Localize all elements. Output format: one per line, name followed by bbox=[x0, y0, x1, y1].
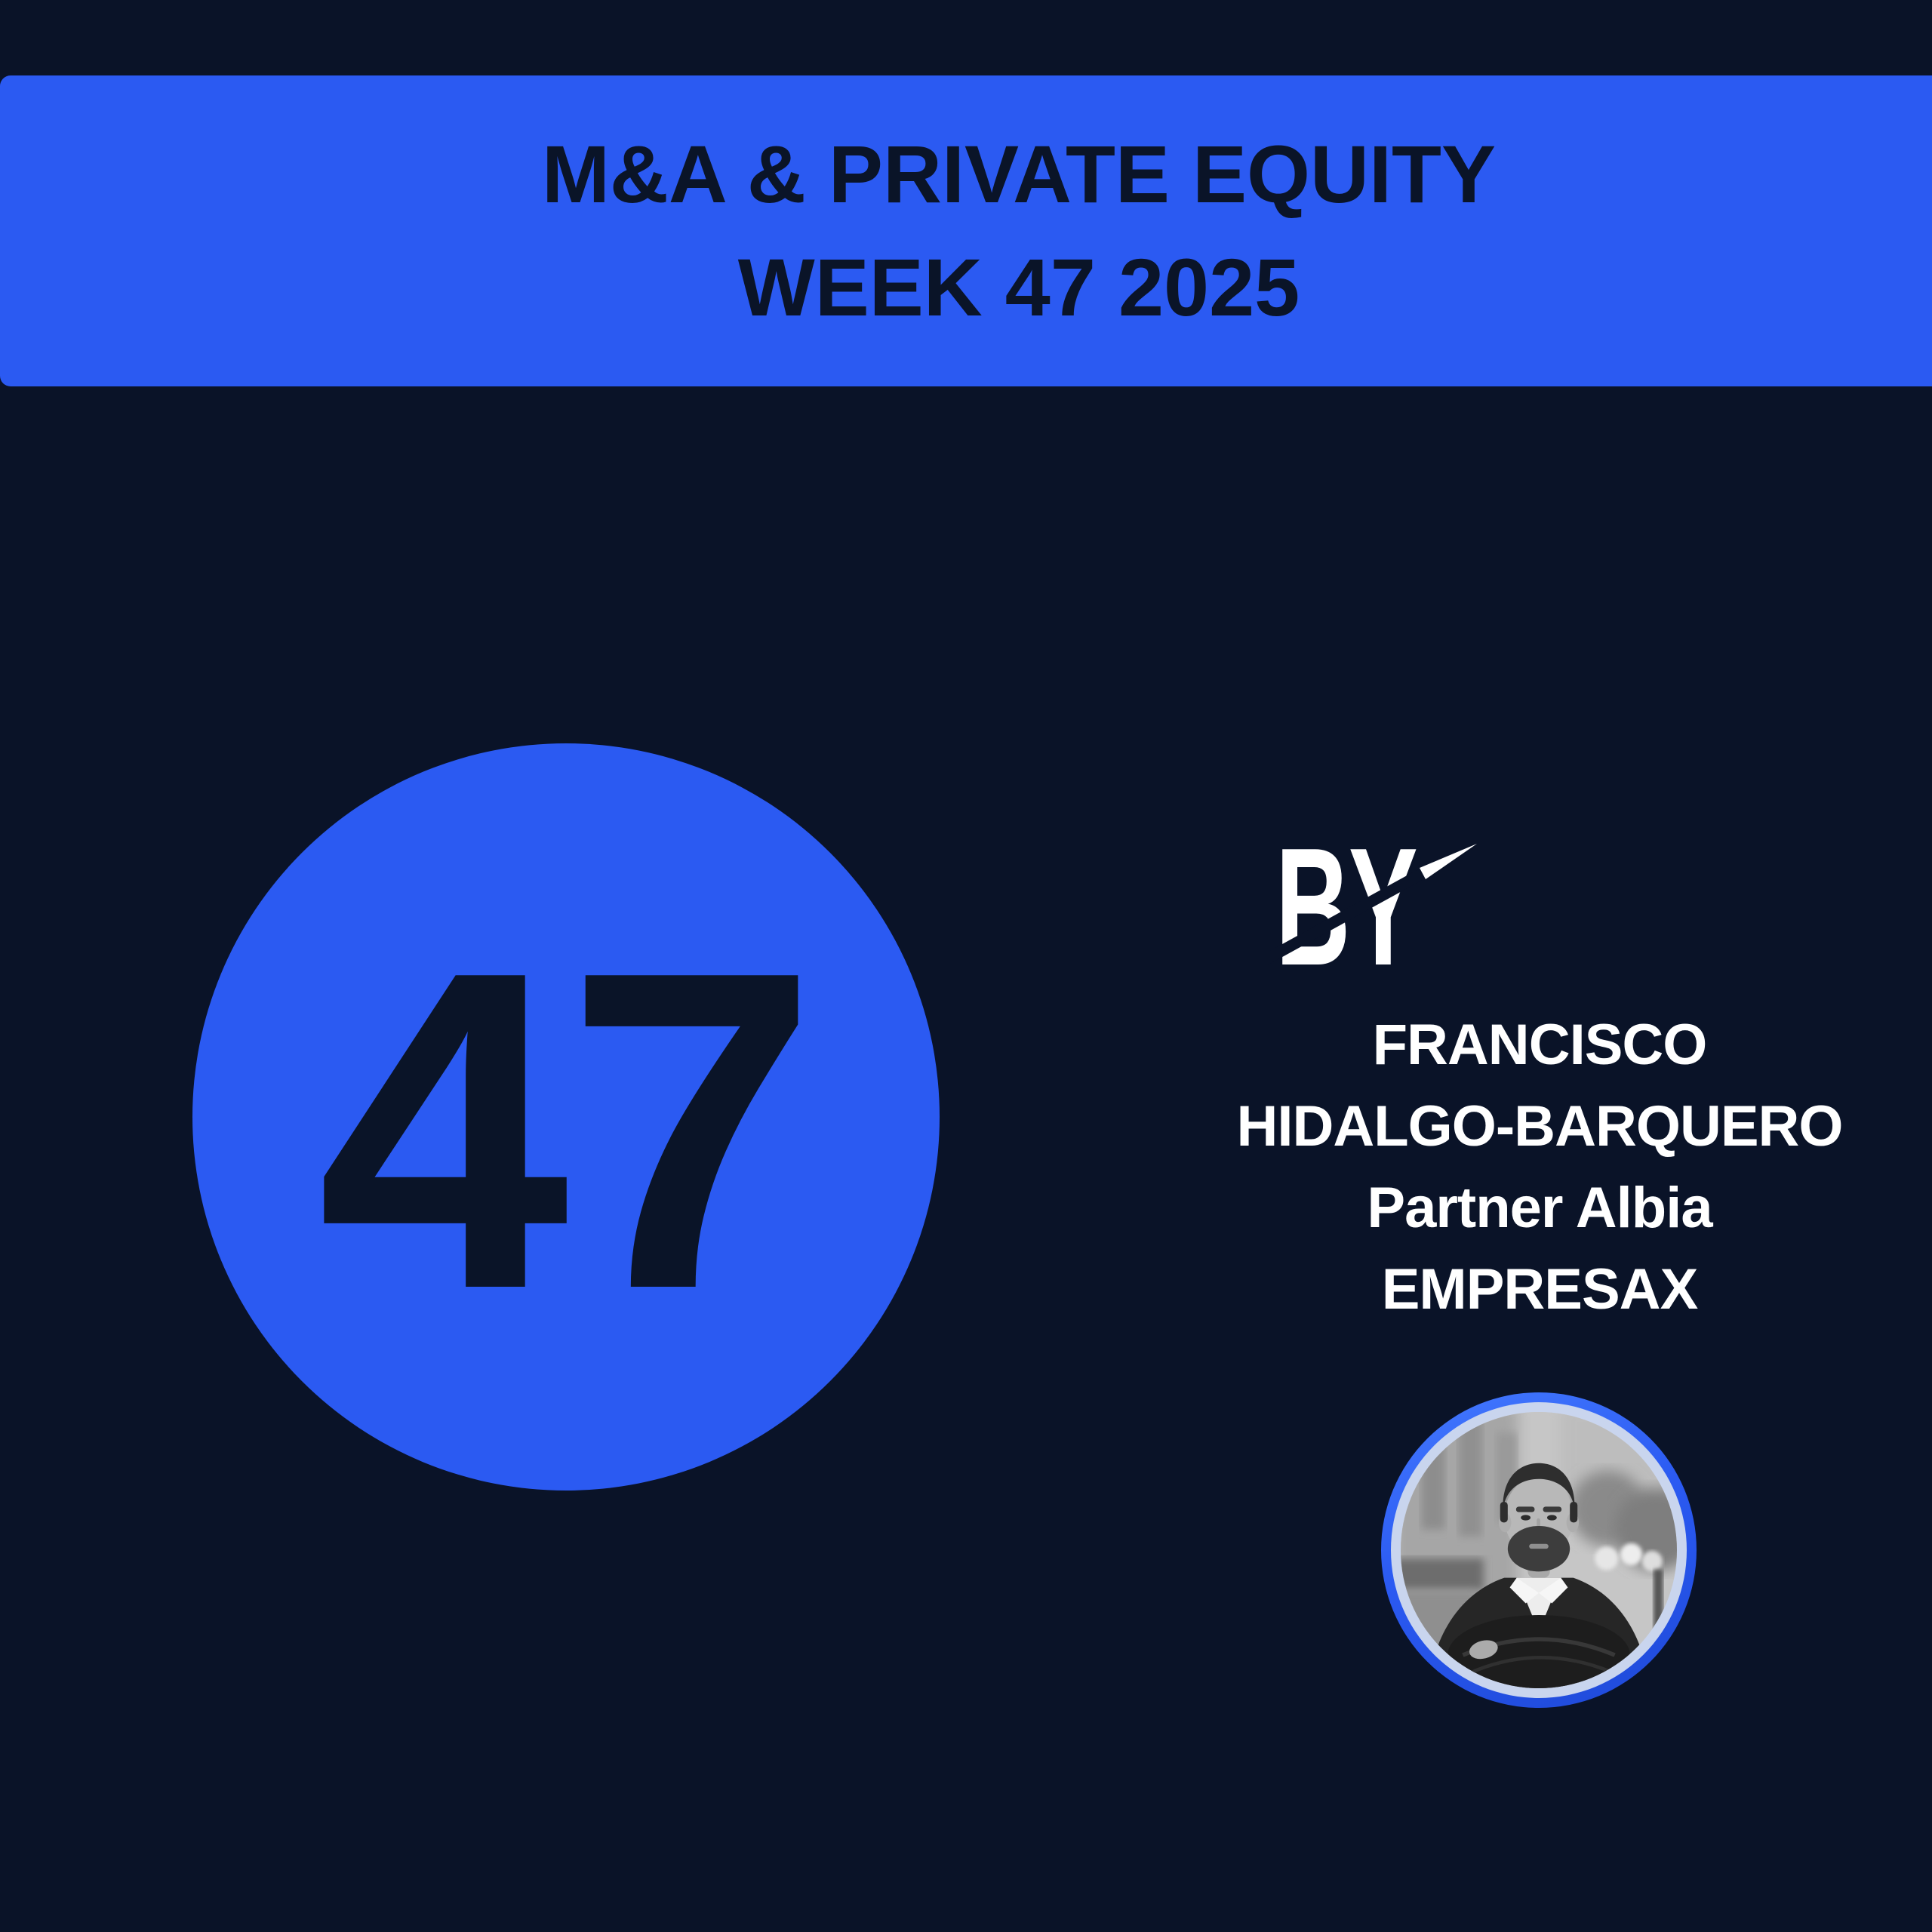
by-logo-slash bbox=[1250, 854, 1452, 972]
by-logo: BY bbox=[1250, 814, 1509, 1002]
portrait-photo bbox=[1401, 1412, 1677, 1688]
title-banner: M&A & PRIVATE EQUITY WEEK 47 2025 bbox=[0, 75, 1932, 386]
byline-company: EMPRESAX bbox=[1381, 1257, 1699, 1321]
week-number-circle: 47 bbox=[192, 743, 940, 1491]
byline-role: Partner Albia bbox=[1367, 1176, 1712, 1240]
title-line-2: WEEK 47 2025 bbox=[737, 242, 1300, 333]
title-line-1: M&A & PRIVATE EQUITY bbox=[541, 128, 1497, 220]
byline-name-line1: FRANCISCO bbox=[1372, 1013, 1708, 1077]
byline-name-line2: HIDALGO-BARQUERO bbox=[1236, 1094, 1843, 1158]
byline-block: FRANCISCO HIDALGO-BARQUERO Partner Albia… bbox=[1161, 1004, 1918, 1331]
by-logo-graphic: BY bbox=[1250, 814, 1477, 1001]
by-logo-slash-tail bbox=[1420, 844, 1477, 879]
portrait-illustration bbox=[1401, 1412, 1677, 1688]
portrait-outer-ring bbox=[1381, 1392, 1697, 1708]
by-logo-text: BY bbox=[1275, 829, 1417, 1001]
portrait-inner-ring bbox=[1391, 1402, 1687, 1698]
week-number: 47 bbox=[317, 878, 817, 1383]
